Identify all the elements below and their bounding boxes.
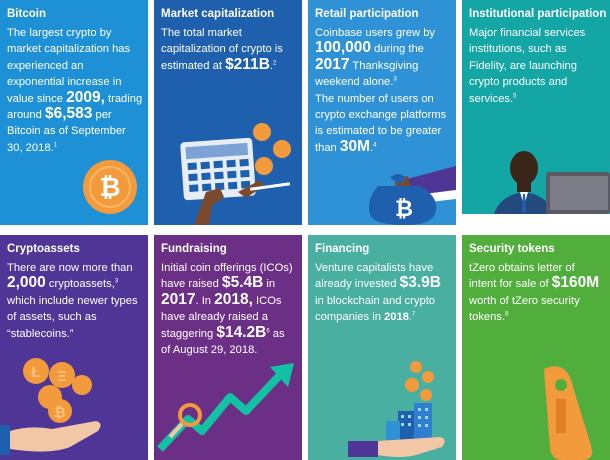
tile-bitcoin: Bitcoin The largest crypto by market cap… (0, 0, 148, 225)
footnote-ref: 3 (114, 278, 119, 285)
highlight-number: $211B (225, 55, 270, 73)
footnote-ref: 8 (505, 311, 509, 318)
tile-body: Coinbase users grew by 100,000 during th… (315, 27, 447, 155)
tile-title: Institutional participation (469, 8, 607, 20)
highlight-number: 100,000 (315, 39, 372, 57)
tile-title: Market capitalization (161, 8, 275, 20)
highlight-number: $160M (551, 274, 600, 292)
highlight-number: 30M (339, 137, 371, 155)
tile-title: Financing (315, 243, 370, 255)
highlight-number: 2017 (315, 55, 350, 73)
tile-body: Initial coin offerings (ICOs) have raise… (161, 262, 293, 357)
highlight-number: 2017 (161, 290, 196, 308)
tile-body: The largest crypto by market capitalizat… (7, 27, 143, 154)
svg-text:Ł: Ł (31, 364, 40, 381)
highlight-number: 2018 (384, 311, 409, 324)
footnote-ref: 5 (513, 92, 517, 99)
highlight-number: $6,583 (44, 105, 93, 123)
highlight-number: 2018, (214, 290, 253, 308)
tile-title: Security tokens (469, 243, 555, 255)
footnote-ref: 3 (393, 76, 397, 83)
tile-financing: Financing Venture capitalists have alrea… (308, 235, 456, 460)
tile-body: Venture capitalists have already investe… (315, 262, 441, 324)
bitcoin-coin-icon: ₿ (83, 160, 137, 214)
tile-market-cap: Market capitalization The total market c… (154, 0, 302, 225)
svg-text:Ξ: Ξ (57, 368, 67, 385)
svg-text:₿: ₿ (395, 196, 413, 221)
tile-institutional: Institutional participation Major financ… (462, 0, 610, 225)
tile-retail: Retail participation Coinbase users grew… (308, 0, 456, 225)
bitcoin-money-bag-icon: ₿ (369, 166, 456, 225)
highlight-number: 2009, (66, 88, 105, 106)
token-tag-icon (544, 366, 593, 460)
tile-body: Major financial services institutions, s… (469, 27, 586, 105)
growth-arrow-icon (157, 363, 294, 452)
footnote-ref: 7 (412, 311, 416, 318)
tile-body: The total market capitalization of crypt… (161, 27, 283, 73)
footnote-ref: 4 (373, 142, 377, 149)
calculator-icon (180, 123, 291, 225)
svg-text:₿: ₿ (54, 404, 65, 420)
tile-security-tokens: Security tokens tZero obtains letter of … (462, 235, 610, 460)
tile-body: There are now more than 2,000 cryptoasse… (7, 262, 138, 340)
tile-title: Cryptoassets (7, 243, 80, 255)
highlight-number: $5.4B (221, 274, 264, 292)
footnote-ref: 1 (53, 142, 58, 149)
footnote-ref: 6 (266, 327, 270, 334)
highlight-number: $14.2B (216, 323, 267, 341)
hand-building-coins-icon (348, 361, 445, 457)
svg-text:₿: ₿ (99, 172, 120, 202)
tile-title: Fundraising (161, 243, 227, 255)
tile-cryptoassets: Cryptoassets There are now more than 2,0… (0, 235, 148, 460)
tile-title: Bitcoin (7, 8, 46, 20)
hand-coins-icon: Ł Ξ ₿ (0, 358, 101, 455)
footnote-ref: 2 (273, 60, 277, 67)
highlight-number: 2,000 (7, 274, 46, 292)
tile-body: tZero obtains letter of intent for sale … (469, 262, 600, 324)
tile-fundraising: Fundraising Initial coin offerings (ICOs… (154, 235, 302, 460)
businessman-laptop-icon (462, 151, 610, 225)
highlight-number: $3.9B (399, 274, 441, 292)
tile-title: Retail participation (315, 8, 419, 20)
